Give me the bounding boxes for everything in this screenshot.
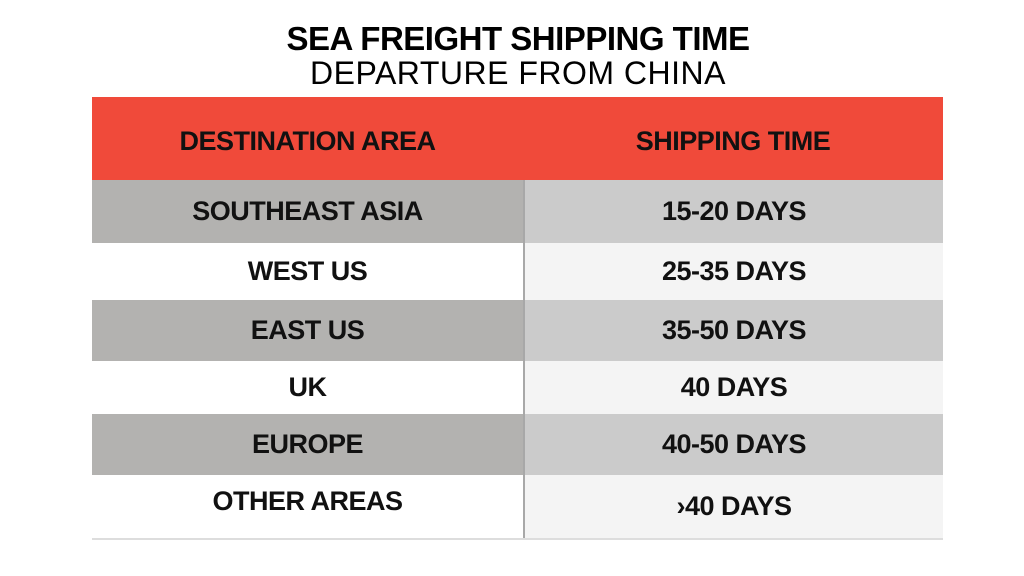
table-row: EUROPE 40-50 DAYS (92, 414, 943, 475)
header-shipping-time: SHIPPING TIME (635, 126, 831, 156)
destination-cell: EUROPE (92, 414, 523, 475)
destination-cell: OTHER AREAS (92, 475, 523, 527)
subtitle: DEPARTURE FROM CHINA (310, 55, 726, 91)
table-row: SOUTHEAST ASIA 15-20 DAYS (92, 180, 943, 243)
destination-cell: UK (92, 361, 523, 414)
table-row: WEST US 25-35 DAYS (92, 243, 943, 300)
title: SEA FREIGHT SHIPPING TIME (286, 20, 751, 57)
header-destination: DESTINATION AREA (179, 126, 436, 156)
table-row: UK 40 DAYS (92, 361, 943, 414)
table-header: DESTINATION AREA SHIPPING TIME (92, 97, 943, 180)
destination-cell: EAST US (92, 300, 523, 361)
shipping-time-cell: 15-20 DAYS (523, 180, 943, 243)
shipping-time-cell: ›40 DAYS (523, 475, 943, 538)
shipping-time-cell: 25-35 DAYS (523, 243, 943, 300)
shipping-time-cell: 40 DAYS (523, 361, 943, 414)
shipping-time-cell: 40-50 DAYS (523, 414, 943, 475)
table-row: EAST US 35-50 DAYS (92, 300, 943, 361)
destination-cell: WEST US (92, 243, 523, 300)
destination-cell: SOUTHEAST ASIA (92, 180, 523, 243)
shipping-time-cell: 35-50 DAYS (523, 300, 943, 361)
table-row: OTHER AREAS ›40 DAYS (92, 475, 943, 540)
